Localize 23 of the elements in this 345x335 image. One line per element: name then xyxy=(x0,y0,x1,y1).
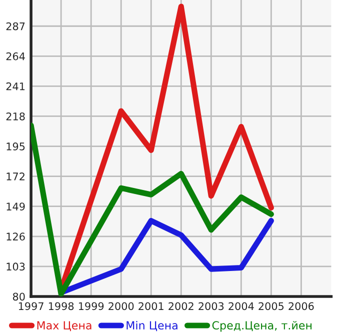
y-tick-label: 149 xyxy=(6,202,25,210)
x-tick-label: 2004 xyxy=(228,302,254,310)
y-tick-label: 218 xyxy=(6,112,25,120)
x-tick-label: 1999 xyxy=(78,302,104,310)
y-tick-label: 195 xyxy=(6,142,25,150)
x-tick-label: 2003 xyxy=(198,302,224,310)
x-tick-label: 1998 xyxy=(48,302,74,310)
x-tick-label: 2001 xyxy=(138,302,164,310)
x-tick-label: 2005 xyxy=(258,302,284,310)
legend-label: Max Цена xyxy=(37,321,92,332)
y-tick-label: 126 xyxy=(6,232,25,240)
y-tick-label: 103 xyxy=(6,262,25,271)
y-tick-label: 287 xyxy=(6,22,25,30)
y-tick-label: 80 xyxy=(12,292,25,301)
x-tick-label: 2002 xyxy=(168,302,194,310)
y-tick-label: 241 xyxy=(6,82,25,90)
x-tick-label: 2006 xyxy=(288,302,314,310)
legend-label: Сред.Цена, т.йен xyxy=(212,321,312,332)
x-tick-label: 2000 xyxy=(108,302,134,310)
legend-label: Min Цена xyxy=(126,320,178,332)
y-tick-label: 172 xyxy=(6,172,24,180)
x-tick-label: 1997 xyxy=(18,302,44,310)
y-tick-label: 264 xyxy=(6,52,25,60)
